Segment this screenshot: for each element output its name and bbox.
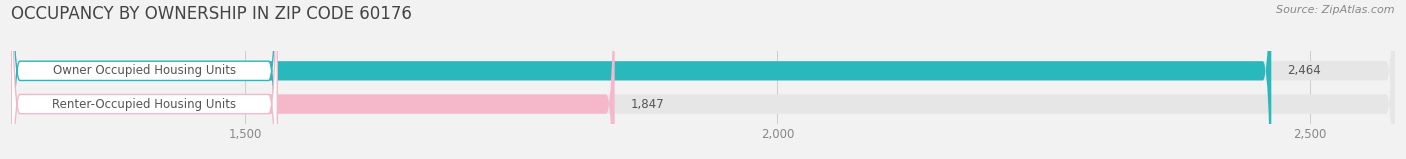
Text: 2,464: 2,464: [1288, 64, 1322, 77]
Text: Owner Occupied Housing Units: Owner Occupied Housing Units: [52, 64, 236, 77]
FancyBboxPatch shape: [11, 0, 1271, 159]
Text: Renter-Occupied Housing Units: Renter-Occupied Housing Units: [52, 98, 236, 111]
FancyBboxPatch shape: [11, 0, 1395, 159]
FancyBboxPatch shape: [11, 0, 614, 159]
FancyBboxPatch shape: [11, 0, 277, 159]
Text: OCCUPANCY BY OWNERSHIP IN ZIP CODE 60176: OCCUPANCY BY OWNERSHIP IN ZIP CODE 60176: [11, 5, 412, 23]
FancyBboxPatch shape: [11, 0, 1395, 159]
FancyBboxPatch shape: [11, 0, 277, 159]
Text: 1,847: 1,847: [631, 98, 664, 111]
Text: Source: ZipAtlas.com: Source: ZipAtlas.com: [1277, 5, 1395, 15]
